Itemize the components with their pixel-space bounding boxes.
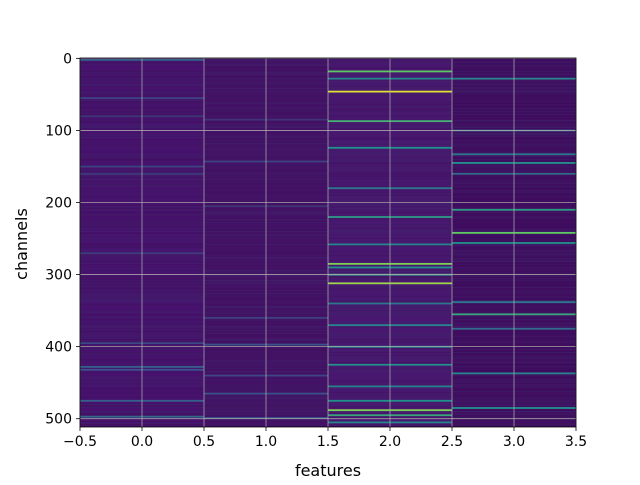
x-tick-label: 1.5 xyxy=(317,434,339,450)
y-axis-ticks: 0 100 200 300 400 500 xyxy=(45,51,80,428)
x-tick-label: −0.5 xyxy=(63,434,97,450)
y-axis-label: channels xyxy=(12,208,31,280)
y-tick-label: 400 xyxy=(45,340,72,356)
x-axis-label: features xyxy=(295,461,361,480)
x-tick-label: 2.5 xyxy=(441,434,463,450)
y-tick-label: 200 xyxy=(45,196,72,212)
x-tick-label: 1.0 xyxy=(255,434,277,450)
x-tick-label: 3.5 xyxy=(565,434,587,450)
y-tick-label: 500 xyxy=(45,412,72,428)
x-tick-label: 0.5 xyxy=(193,434,215,450)
y-tick-label: 100 xyxy=(45,123,72,139)
x-axis-ticks: −0.5 0.0 0.5 1.0 1.5 2.0 2.5 3.0 3.5 xyxy=(63,427,587,450)
x-tick-label: 0.0 xyxy=(131,434,153,450)
y-tick-label: 0 xyxy=(63,51,72,67)
x-tick-label: 3.0 xyxy=(503,434,525,450)
x-tick-label: 2.0 xyxy=(379,434,401,450)
y-tick-label: 300 xyxy=(45,268,72,284)
